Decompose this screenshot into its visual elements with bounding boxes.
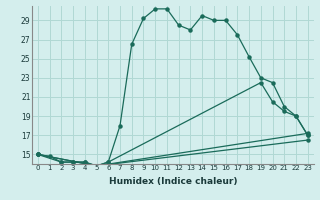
X-axis label: Humidex (Indice chaleur): Humidex (Indice chaleur) xyxy=(108,177,237,186)
